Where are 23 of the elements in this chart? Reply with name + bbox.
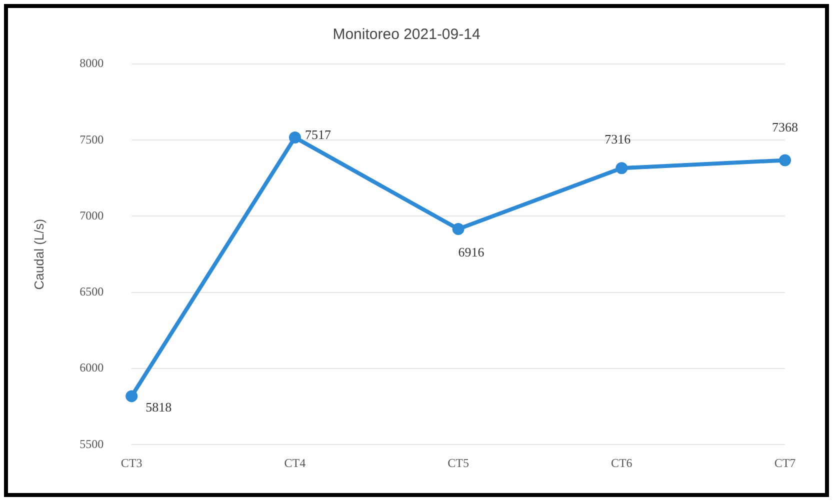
y-axis-title: Caudal (L/s) [31, 218, 46, 290]
point [616, 162, 628, 174]
y-tick-label: 6000 [80, 360, 104, 375]
point [288, 132, 301, 144]
y-tick-label: 7000 [80, 208, 104, 222]
chart-title: Monitoreo 2021-09-14 [332, 26, 480, 44]
data-label: 7368 [772, 120, 798, 135]
y-tick-label: 5500 [80, 436, 104, 451]
data-label: 7517 [304, 126, 332, 142]
x-tick-label: CT7 [774, 456, 796, 470]
data-label: 6916 [458, 244, 485, 260]
x-tick-label: CT3 [120, 456, 142, 470]
point [779, 154, 791, 166]
y-tick-label: 7500 [80, 132, 104, 146]
data-label: 5818 [146, 400, 172, 415]
y-tick-label: 6500 [80, 284, 104, 299]
x-tick-label: CT5 [448, 456, 469, 470]
data-label: 7316 [604, 132, 632, 147]
y-tick-label: 8000 [80, 56, 104, 70]
point [452, 223, 464, 236]
x-tick-label: CT6 [610, 456, 632, 470]
point [126, 390, 138, 402]
x-tick-label: CT4 [284, 456, 306, 470]
